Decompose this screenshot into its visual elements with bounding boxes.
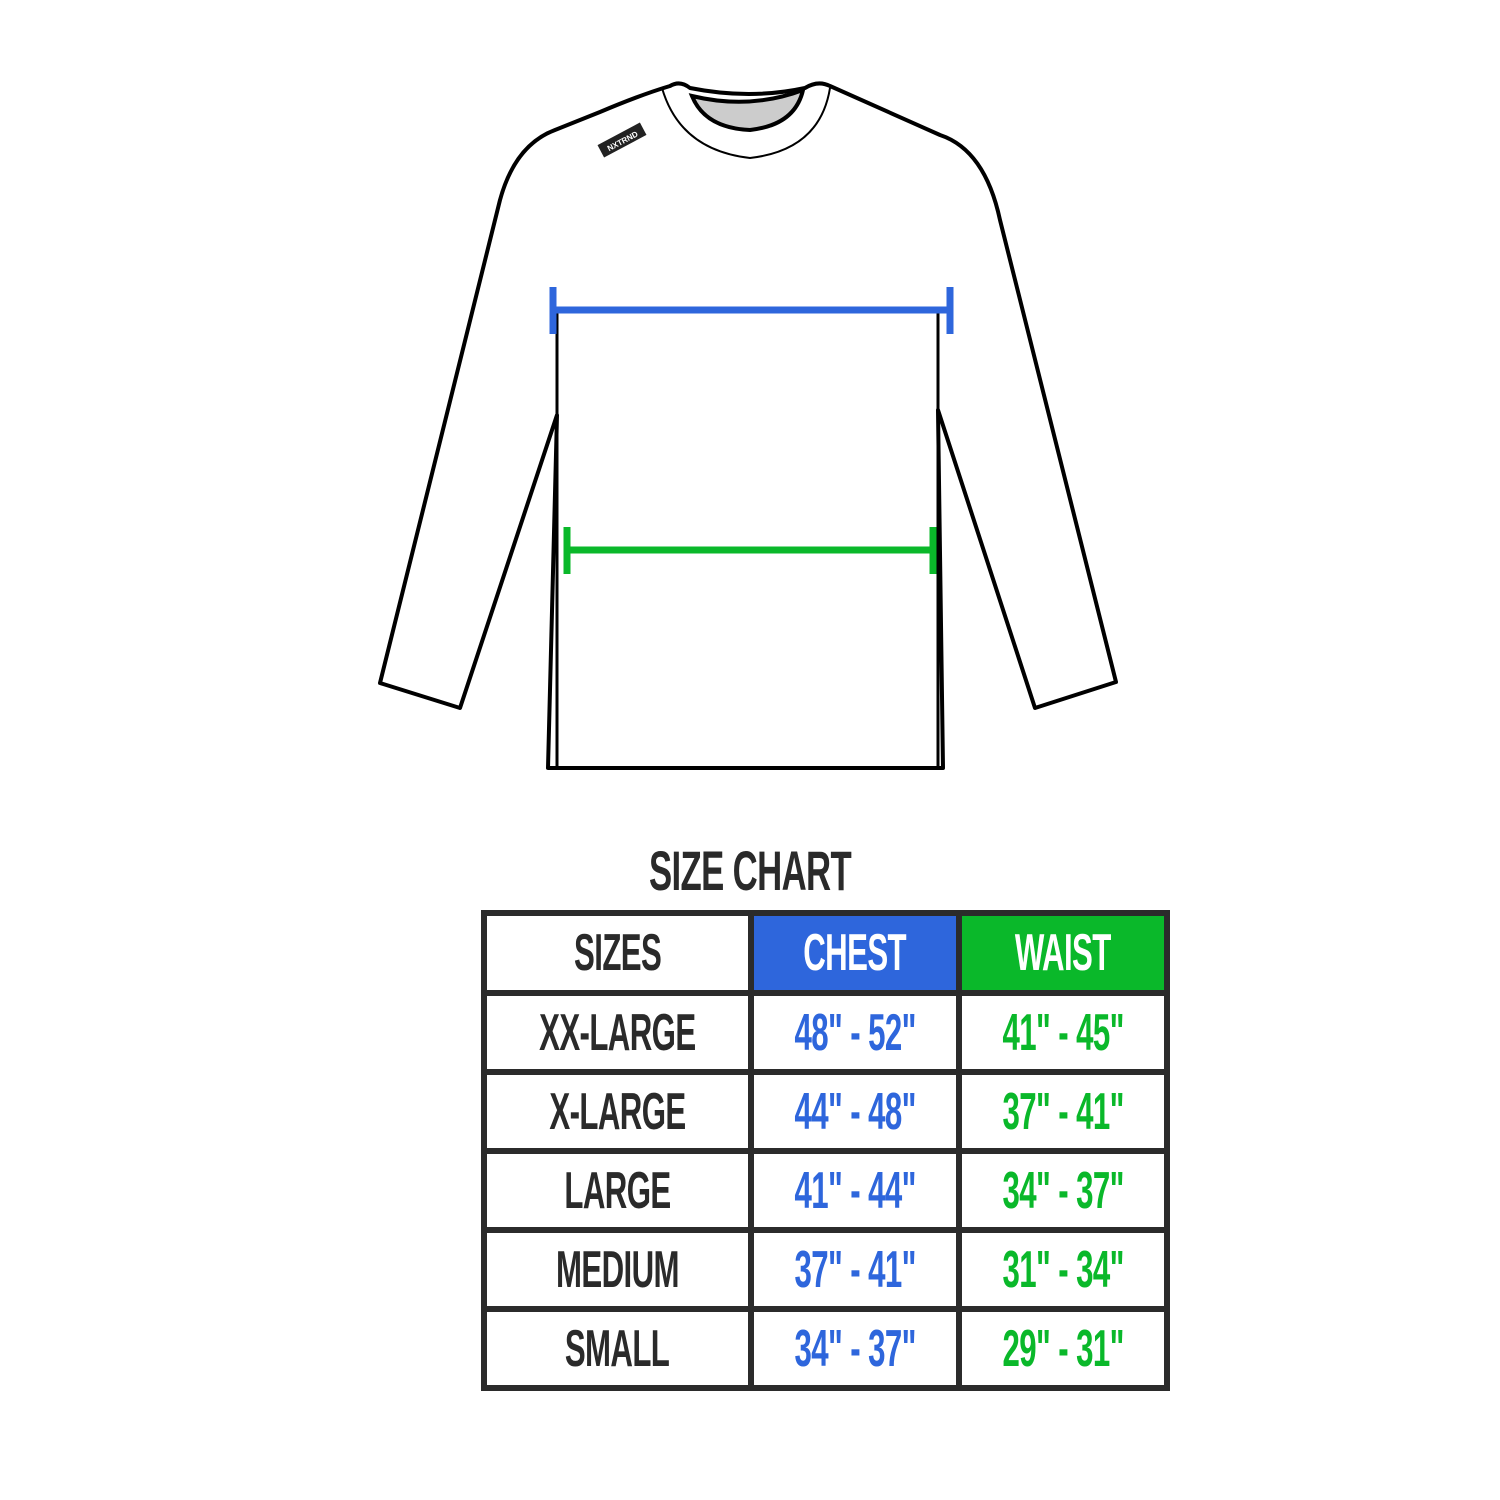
header-row: SIZES CHEST WAIST [481,910,1171,996]
chest-measure-line [549,287,954,334]
neck-opening [688,86,806,133]
chest-cell: 44" - 48" [747,1069,962,1154]
shirt-diagram: NXTRND [378,81,1118,770]
waist-cell: 29" - 31" [955,1306,1171,1391]
size-table: SIZES CHEST WAIST XX-LARGE 48" - 52" 41" -… [481,910,1171,1391]
table-row: MEDIUM 37" - 41" 31" - 34" [481,1227,1171,1312]
table-row: X-LARGE 44" - 48" 37" - 41" [481,1069,1171,1154]
chest-cell: 41" - 44" [747,1148,962,1233]
size-cell: SMALL [481,1306,754,1391]
table-row: XX-LARGE 48" - 52" 41" - 45" [481,990,1171,1075]
chest-cell: 48" - 52" [747,990,962,1075]
table-row: LARGE 41" - 44" 34" - 37" [481,1148,1171,1233]
waist-cell: 41" - 45" [955,990,1171,1075]
waist-cell: 34" - 37" [955,1148,1171,1233]
waist-cell: 37" - 41" [955,1069,1171,1154]
shirt-outline [378,81,1118,770]
size-cell: XX-LARGE [481,990,754,1075]
collar [661,87,831,160]
size-cell: MEDIUM [481,1227,754,1312]
waist-cell: 31" - 34" [955,1227,1171,1312]
chest-cell: 34" - 37" [747,1306,962,1391]
header-chest: CHEST [747,910,962,996]
table-row: SMALL 34" - 37" 29" - 31" [481,1306,1171,1391]
waist-measure-line [563,527,937,574]
size-cell: LARGE [481,1148,754,1233]
header-waist: WAIST [955,910,1171,996]
size-chart-title: SIZE CHART [648,839,852,902]
header-sizes: SIZES [481,910,754,996]
size-cell: X-LARGE [481,1069,754,1154]
chest-cell: 37" - 41" [747,1227,962,1312]
